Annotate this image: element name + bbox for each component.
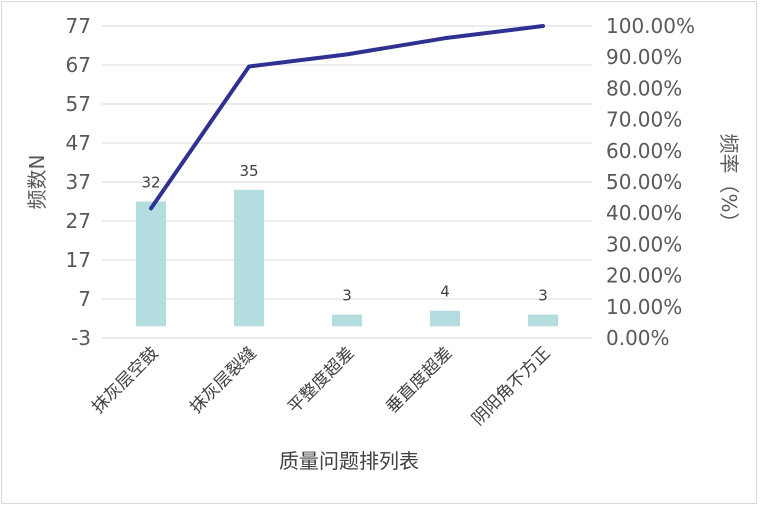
y-tick-label: 77: [66, 14, 91, 38]
y2-tick-label: 90.00%: [606, 45, 682, 69]
x-axis-title: 质量问题排列表: [279, 449, 419, 473]
y-tick-label: 7: [78, 287, 91, 311]
y2-tick-label: 100.00%: [606, 14, 695, 38]
data-label: 3: [538, 287, 548, 305]
category-label: 抹灰层空鼓: [88, 343, 162, 417]
y-tick-label: 57: [66, 92, 91, 116]
y-tick-label: -3: [71, 326, 91, 350]
y-axis-title: 频数N: [25, 155, 49, 210]
bar: [136, 202, 166, 327]
y2-tick-label: 60.00%: [606, 139, 682, 163]
category-label: 垂直度超差: [382, 343, 456, 417]
left-axis-ticks: 77 67 57 47 37 27 17 7 -3: [66, 14, 91, 350]
cumulative-line-series: [151, 26, 543, 209]
y2-tick-label: 50.00%: [606, 170, 682, 194]
data-label: 32: [141, 174, 160, 192]
right-axis-ticks: 100.00% 90.00% 80.00% 70.00% 60.00% 50.00% 40.…: [606, 14, 695, 350]
data-label: 3: [342, 287, 352, 305]
y-tick-label: 67: [66, 53, 91, 77]
data-label: 35: [239, 162, 258, 180]
y-tick-label: 47: [66, 131, 91, 155]
data-labels: 32 35 3 4 3: [141, 162, 547, 305]
category-label: 平整度超差: [284, 343, 358, 417]
data-label: 4: [440, 283, 450, 301]
bar-series: [136, 190, 558, 327]
y2-tick-label: 70.00%: [606, 108, 682, 132]
category-label: 抹灰层裂缝: [186, 343, 260, 417]
y-tick-label: 27: [66, 209, 91, 233]
category-labels: 抹灰层空鼓抹灰层裂缝平整度超差垂直度超差阴阳角不方正: [88, 343, 554, 429]
category-label: 阴阳角不方正: [468, 343, 554, 429]
y2-tick-label: 20.00%: [606, 264, 682, 288]
y2-axis-title: 频率（%）: [717, 133, 741, 232]
y2-tick-label: 30.00%: [606, 232, 682, 256]
bar: [528, 315, 558, 327]
y2-tick-label: 10.00%: [606, 295, 682, 319]
y-tick-label: 37: [66, 170, 91, 194]
y2-tick-label: 0.00%: [606, 326, 670, 350]
y-tick-label: 17: [66, 248, 91, 272]
bar: [430, 311, 460, 327]
bar: [234, 190, 264, 326]
cumulative-line: [151, 26, 543, 208]
bar: [332, 315, 362, 327]
y2-tick-label: 80.00%: [606, 76, 682, 100]
y2-tick-label: 40.00%: [606, 201, 682, 225]
